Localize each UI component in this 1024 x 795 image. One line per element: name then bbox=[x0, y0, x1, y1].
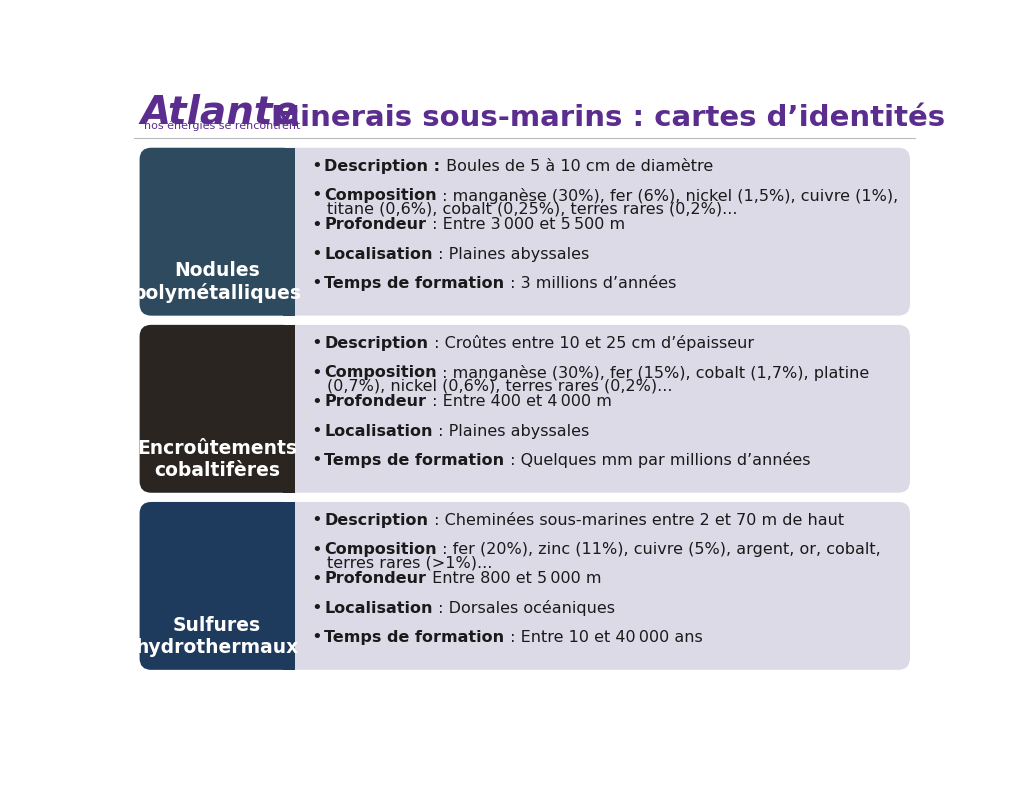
Text: •: • bbox=[311, 599, 323, 617]
Text: •: • bbox=[311, 187, 323, 204]
Text: •: • bbox=[311, 629, 323, 646]
Text: : manganèse (30%), fer (6%), nickel (1,5%), cuivre (1%),: : manganèse (30%), fer (6%), nickel (1,5… bbox=[437, 188, 899, 204]
Text: •: • bbox=[311, 393, 323, 411]
Text: : Entre 10 et 40 000 ans: : Entre 10 et 40 000 ans bbox=[505, 630, 702, 645]
Text: Minerais sous-marins : cartes d’identités: Minerais sous-marins : cartes d’identité… bbox=[271, 103, 945, 132]
Text: Profondeur: Profondeur bbox=[324, 572, 426, 587]
Text: (0,7%), nickel (0,6%), terres rares (0,2%)...: (0,7%), nickel (0,6%), terres rares (0,2… bbox=[328, 378, 673, 394]
Bar bbox=[283, 502, 295, 670]
FancyBboxPatch shape bbox=[139, 148, 295, 316]
Text: Temps de formation: Temps de formation bbox=[324, 453, 504, 468]
Text: Boules de 5 à 10 cm de diamètre: Boules de 5 à 10 cm de diamètre bbox=[441, 159, 713, 174]
Text: •: • bbox=[311, 274, 323, 293]
Text: : 3 millions d’années: : 3 millions d’années bbox=[505, 276, 676, 291]
Text: Description: Description bbox=[324, 513, 428, 528]
FancyBboxPatch shape bbox=[139, 325, 910, 493]
Text: •: • bbox=[311, 541, 323, 559]
Text: Description :: Description : bbox=[324, 159, 440, 174]
Text: : Quelques mm par millions d’années: : Quelques mm par millions d’années bbox=[505, 452, 810, 468]
Text: •: • bbox=[311, 245, 323, 263]
Text: : Entre 3 000 et 5 500 m: : Entre 3 000 et 5 500 m bbox=[427, 217, 625, 232]
Text: Profondeur: Profondeur bbox=[324, 217, 426, 232]
Text: Temps de formation: Temps de formation bbox=[324, 630, 504, 645]
Text: : Cheminées sous-marines entre 2 et 70 m de haut: : Cheminées sous-marines entre 2 et 70 m… bbox=[429, 513, 844, 528]
Text: Atlante: Atlante bbox=[140, 93, 299, 131]
Text: terres rares (>1%)...: terres rares (>1%)... bbox=[328, 555, 493, 570]
Text: •: • bbox=[311, 511, 323, 529]
Text: •: • bbox=[311, 570, 323, 588]
Bar bbox=[283, 325, 295, 493]
Text: •: • bbox=[311, 452, 323, 469]
Text: : Plaines abyssales: : Plaines abyssales bbox=[433, 424, 590, 439]
FancyBboxPatch shape bbox=[139, 502, 910, 670]
Text: Composition: Composition bbox=[324, 542, 436, 557]
Text: : Plaines abyssales: : Plaines abyssales bbox=[433, 246, 590, 262]
Text: Nodules
polymétalliques: Nodules polymétalliques bbox=[133, 261, 302, 303]
Text: Localisation: Localisation bbox=[324, 601, 432, 615]
Text: Composition: Composition bbox=[324, 188, 436, 203]
Text: Entre 800 et 5 000 m: Entre 800 et 5 000 m bbox=[427, 572, 601, 587]
Text: : Dorsales océaniques: : Dorsales océaniques bbox=[433, 600, 615, 616]
Text: •: • bbox=[311, 335, 323, 352]
Text: : Croûtes entre 10 et 25 cm d’épaisseur: : Croûtes entre 10 et 25 cm d’épaisseur bbox=[429, 335, 754, 351]
Text: •: • bbox=[311, 363, 323, 382]
Text: : manganèse (30%), fer (15%), cobalt (1,7%), platine: : manganèse (30%), fer (15%), cobalt (1,… bbox=[437, 365, 869, 381]
Text: •: • bbox=[311, 157, 323, 175]
Text: : Entre 400 et 4 000 m: : Entre 400 et 4 000 m bbox=[427, 394, 611, 409]
FancyBboxPatch shape bbox=[139, 502, 295, 670]
Text: nos énergies se rencontrent: nos énergies se rencontrent bbox=[143, 120, 300, 130]
Text: titane (0,6%), cobalt (0,25%), terres rares (0,2%)...: titane (0,6%), cobalt (0,25%), terres ra… bbox=[328, 201, 737, 216]
Text: Sulfures
hydrothermaux: Sulfures hydrothermaux bbox=[135, 616, 299, 657]
Text: Temps de formation: Temps de formation bbox=[324, 276, 504, 291]
Text: : fer (20%), zinc (11%), cuivre (5%), argent, or, cobalt,: : fer (20%), zinc (11%), cuivre (5%), ar… bbox=[437, 542, 882, 557]
Bar bbox=[283, 148, 295, 316]
FancyBboxPatch shape bbox=[139, 325, 295, 493]
Text: Localisation: Localisation bbox=[324, 424, 432, 439]
Text: Profondeur: Profondeur bbox=[324, 394, 426, 409]
Text: Encroûtements
cobaltifères: Encroûtements cobaltifères bbox=[137, 439, 297, 479]
FancyBboxPatch shape bbox=[139, 148, 910, 316]
Text: Localisation: Localisation bbox=[324, 246, 432, 262]
Text: •: • bbox=[311, 422, 323, 440]
Text: Description: Description bbox=[324, 335, 428, 351]
Text: Composition: Composition bbox=[324, 365, 436, 380]
Text: •: • bbox=[311, 215, 323, 234]
